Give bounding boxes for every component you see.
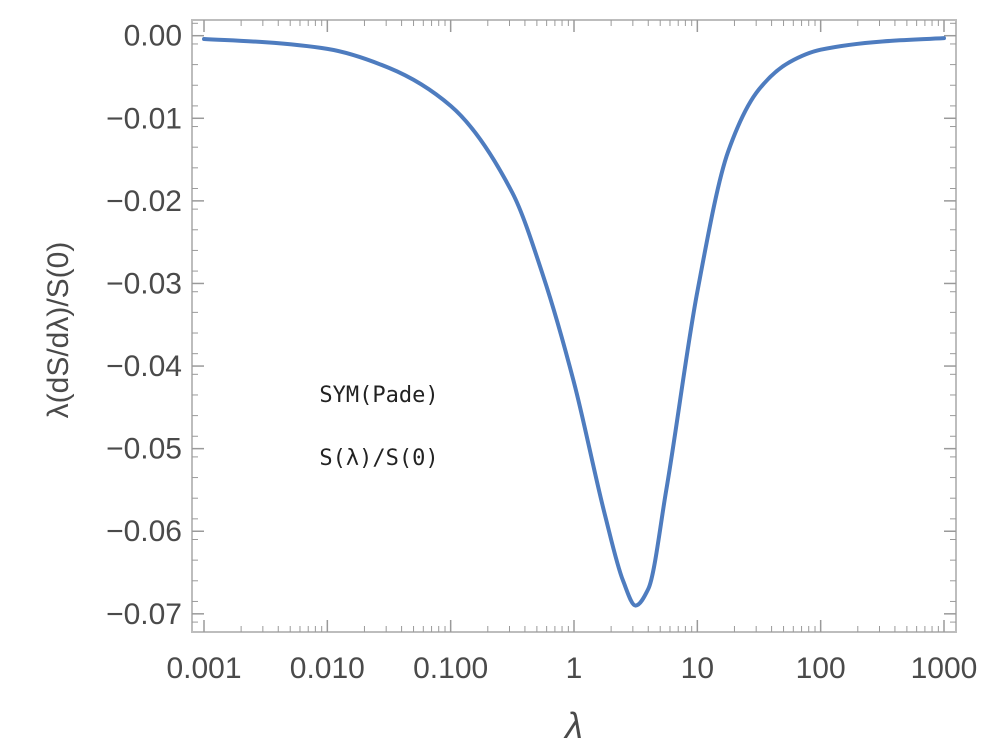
x-axis-ticks xyxy=(203,20,945,632)
x-tick-label: 10 xyxy=(681,652,714,685)
y-tick-label: −0.02 xyxy=(106,185,182,218)
annotation-quantity: S(λ)/S(0) xyxy=(319,446,438,471)
plot-frame xyxy=(191,19,957,633)
x-tick-label: 0.100 xyxy=(413,652,488,685)
y-tick-label: 0.00 xyxy=(124,20,182,53)
x-axis-title: λ xyxy=(563,705,583,746)
x-axis-tick-labels: 0.001 0.010 0.100 1 10 100 1000 xyxy=(166,652,977,685)
y-axis-title: λ(dS/dλ)/S(0) xyxy=(42,242,75,419)
y-axis-tick-labels: 0.00 −0.01 −0.02 −0.03 −0.04 −0.05 −0.06 −0.07 xyxy=(106,20,182,631)
x-tick-label: 1 xyxy=(566,652,583,685)
x-tick-label: 0.001 xyxy=(166,652,241,685)
x-tick-label: 1000 xyxy=(911,652,978,685)
series-layer xyxy=(202,36,946,608)
y-tick-label: −0.06 xyxy=(106,515,182,548)
x-tick-label: 100 xyxy=(796,652,846,685)
y-tick-label: −0.01 xyxy=(106,102,182,135)
y-tick-label: −0.04 xyxy=(106,350,182,383)
y-axis-ticks xyxy=(192,22,956,623)
y-tick-label: −0.03 xyxy=(106,267,182,300)
series-line xyxy=(202,36,946,608)
annotation-method: SYM(Pade) xyxy=(319,383,438,408)
y-tick-label: −0.07 xyxy=(106,598,182,631)
x-tick-label: 0.010 xyxy=(290,652,365,685)
y-tick-label: −0.05 xyxy=(106,433,182,466)
